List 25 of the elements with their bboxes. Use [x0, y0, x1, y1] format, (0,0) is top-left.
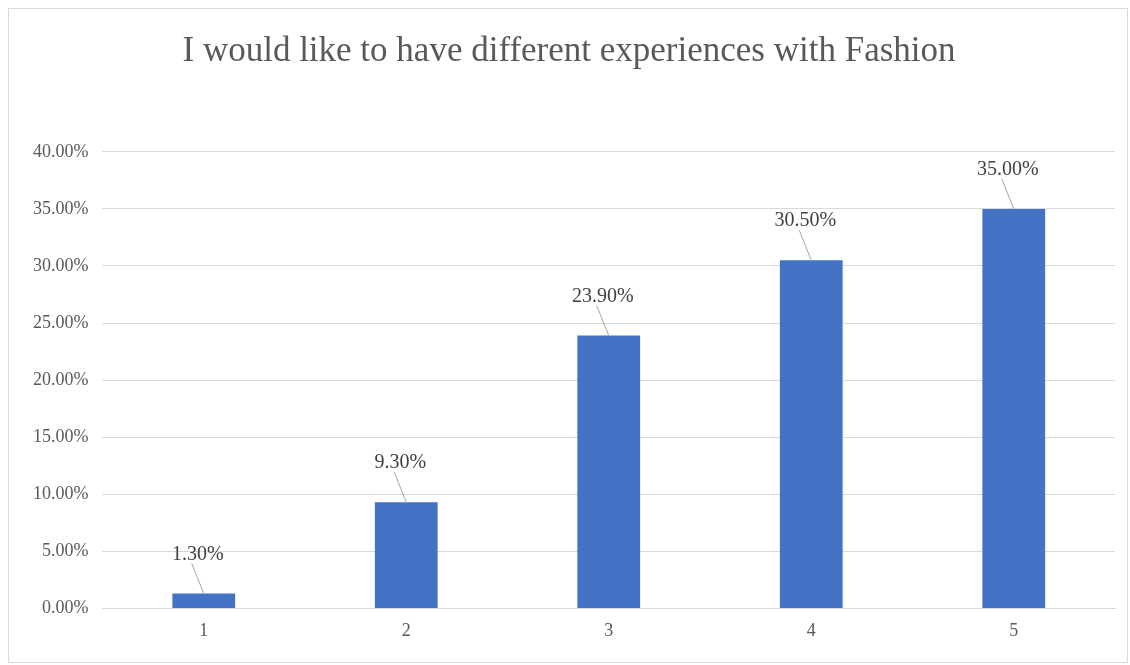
- y-tick-label: 5.00%: [41, 540, 89, 561]
- y-tick-label: 15.00%: [32, 425, 89, 446]
- bar: [374, 502, 438, 608]
- y-tick-label: 10.00%: [32, 482, 89, 503]
- chart-title: I would like to have different experiences with Fashion: [182, 29, 956, 71]
- x-tick-label: 2: [401, 619, 411, 640]
- x-tick-label: 1: [199, 619, 209, 640]
- data-label: 30.50%: [774, 208, 837, 231]
- y-tick-label: 25.00%: [32, 311, 89, 332]
- bar: [172, 593, 236, 608]
- y-tick-label: 0.00%: [41, 597, 89, 618]
- data-label: 23.90%: [571, 283, 634, 306]
- y-tick-label: 40.00%: [32, 140, 89, 161]
- data-label: 9.30%: [374, 450, 427, 473]
- y-tick-label: 30.00%: [32, 254, 89, 275]
- y-tick-label: 35.00%: [32, 197, 89, 218]
- bar: [577, 335, 641, 608]
- bar: [779, 260, 843, 608]
- x-tick-label: 5: [1009, 619, 1019, 640]
- data-label: 1.30%: [171, 541, 224, 564]
- bar: [982, 208, 1046, 608]
- x-tick-label: 3: [604, 619, 614, 640]
- y-tick-label: 20.00%: [32, 368, 89, 389]
- x-tick-label: 4: [806, 619, 816, 640]
- data-label: 35.00%: [976, 156, 1039, 179]
